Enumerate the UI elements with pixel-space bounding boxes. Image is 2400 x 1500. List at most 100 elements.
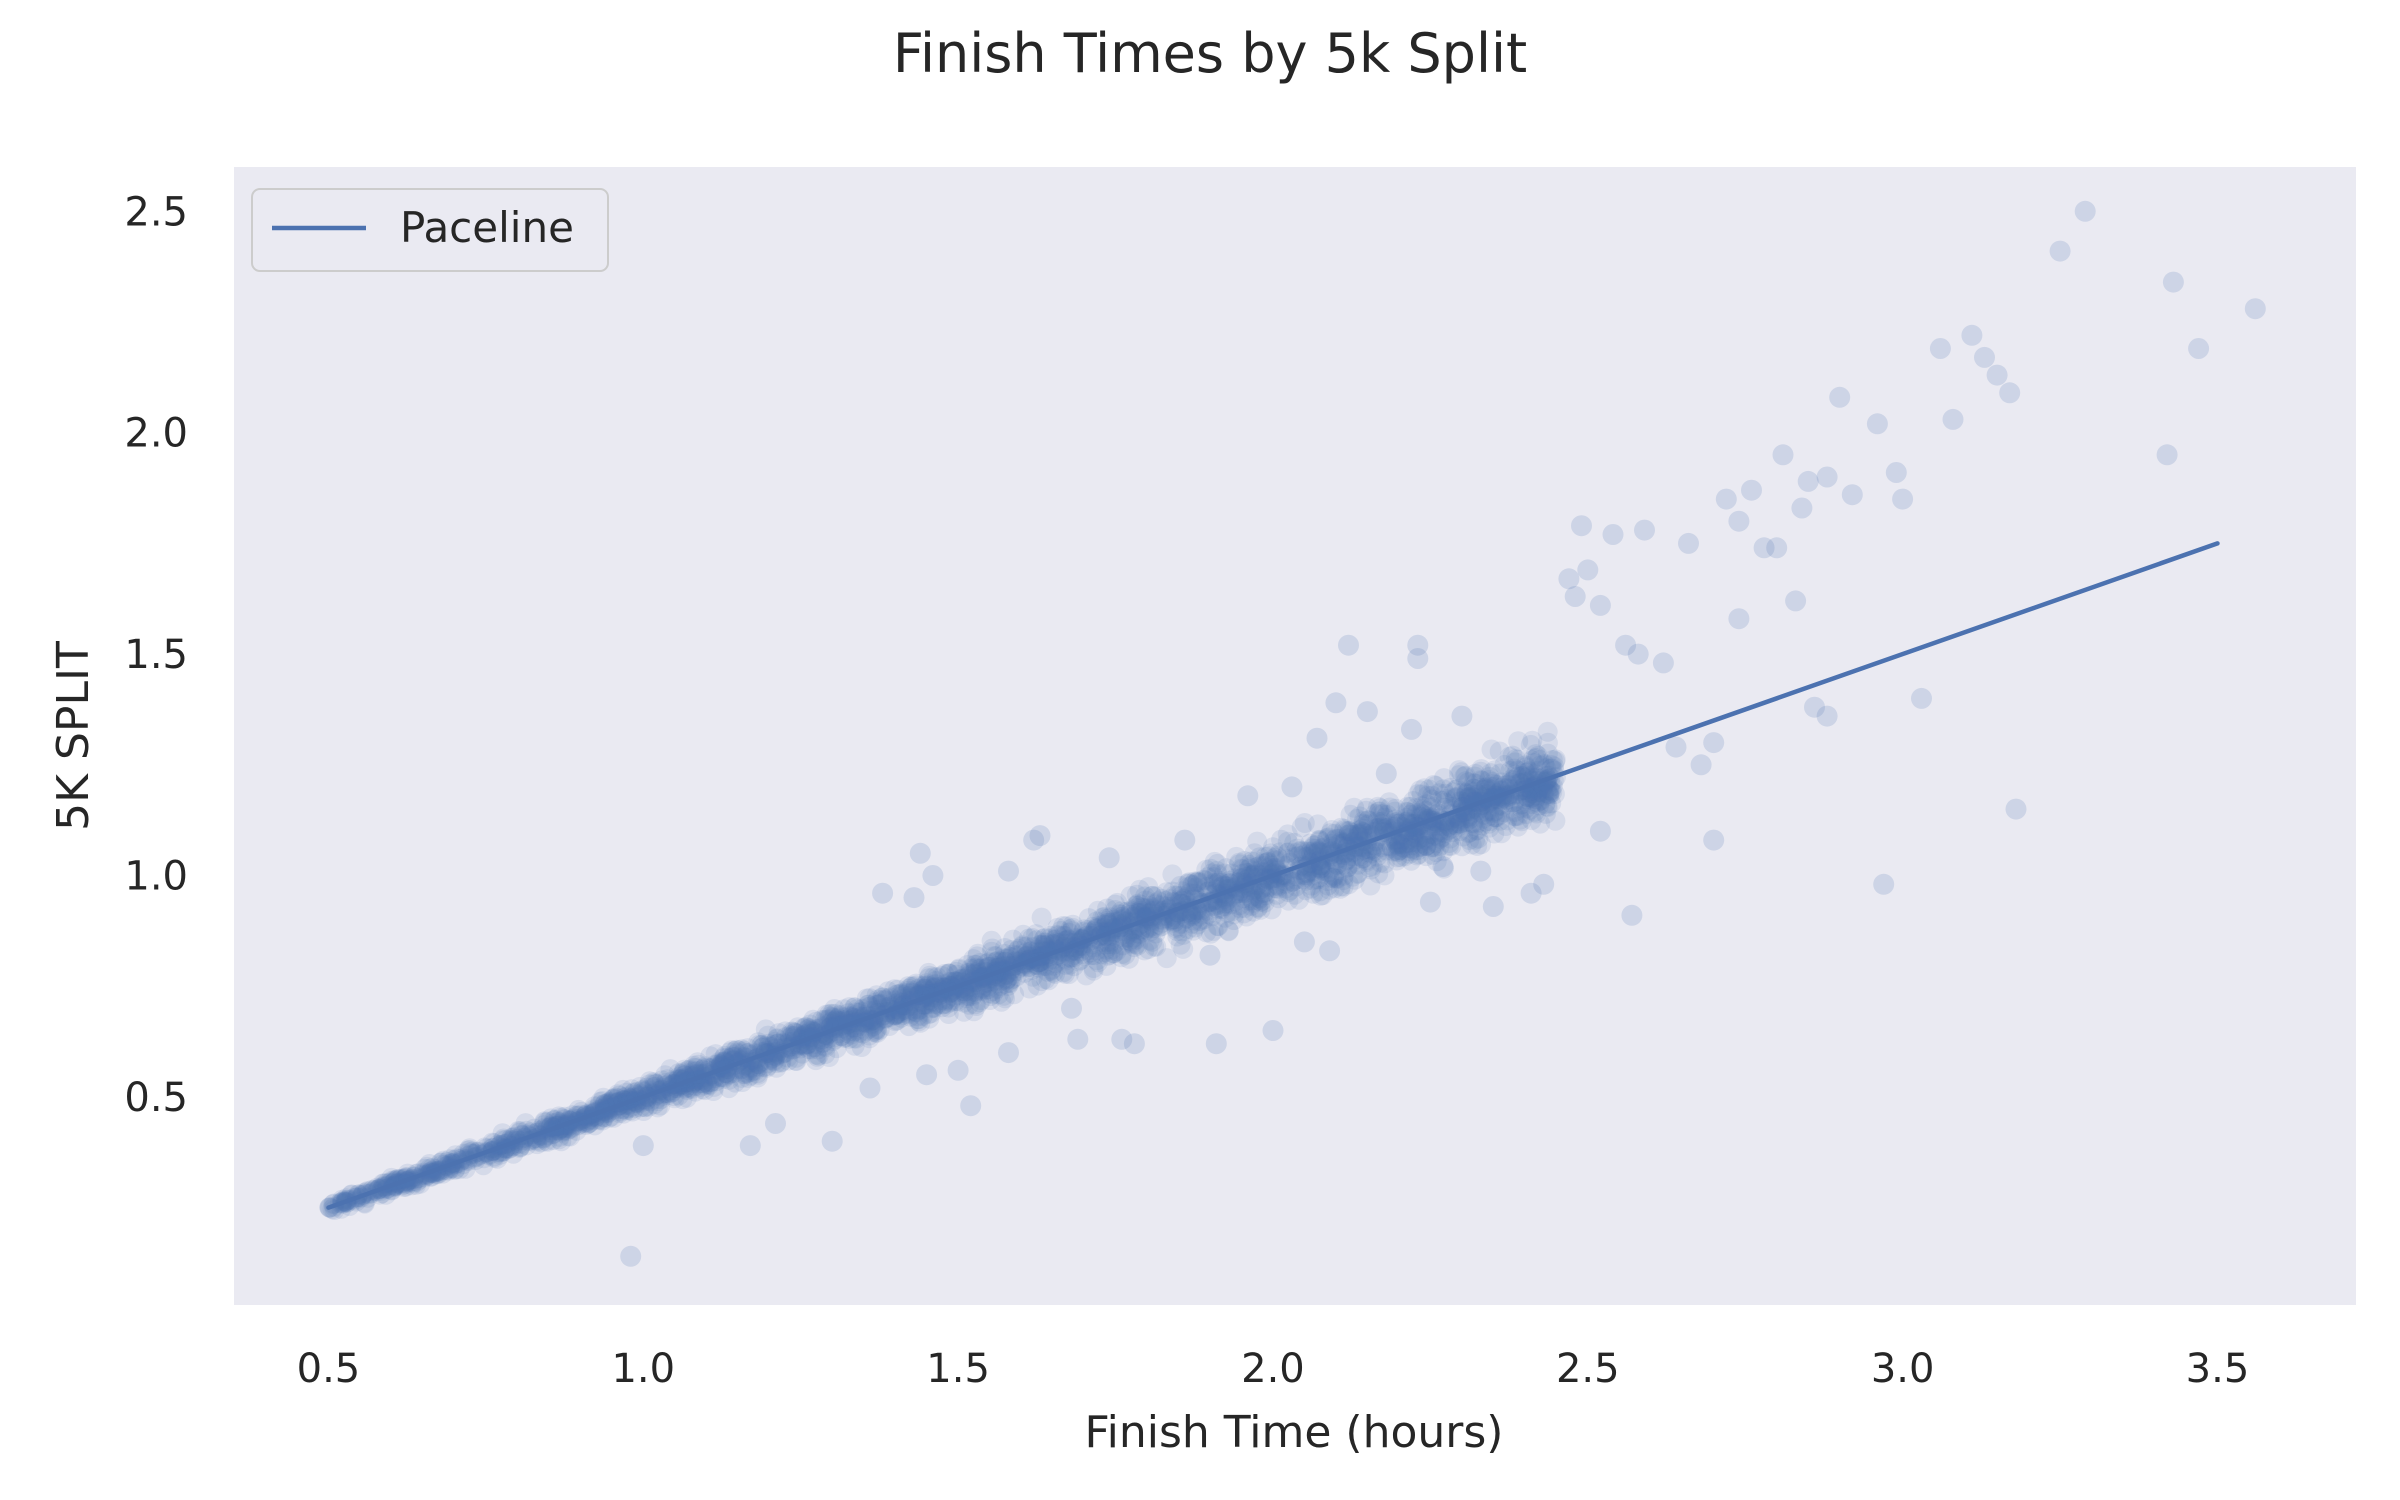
- scatter-point: [1398, 838, 1419, 859]
- scatter-point: [1424, 837, 1445, 858]
- scatter-point: [959, 982, 980, 1003]
- paceline-series-line: [326, 541, 2220, 1210]
- scatter-point: [1369, 818, 1389, 839]
- scatter-point: [1445, 788, 1466, 809]
- scatter-point: [917, 976, 938, 997]
- scatter-point: [1306, 727, 1328, 749]
- scatter-point: [1100, 944, 1121, 965]
- scatter-point: [1055, 950, 1076, 971]
- scatter-point: [1309, 831, 1330, 852]
- scatter-point: [1159, 889, 1180, 910]
- scatter-point: [1503, 792, 1524, 813]
- scatter-point: [988, 984, 1009, 1005]
- scatter-point: [1233, 888, 1254, 909]
- scatter-point: [1221, 863, 1242, 884]
- scatter-point: [965, 958, 986, 979]
- scatter-point: [1206, 860, 1227, 881]
- scatter-point: [1186, 877, 1207, 898]
- scatter-point: [1061, 921, 1082, 942]
- scatter-point: [1036, 956, 1057, 977]
- scatter-point: [748, 1064, 769, 1085]
- scatter-point: [1136, 919, 1157, 940]
- x-tick-label: 3.0: [1871, 1346, 1935, 1392]
- scatter-point: [1333, 870, 1354, 891]
- scatter-point: [1449, 809, 1469, 830]
- scatter-point: [996, 970, 1017, 991]
- scatter-point: [1310, 885, 1331, 906]
- scatter-point: [1522, 730, 1543, 751]
- scatter-point: [939, 963, 959, 984]
- scatter-point: [1176, 908, 1197, 929]
- scatter-point: [1353, 814, 1374, 835]
- scatter-point: [1468, 812, 1489, 833]
- scatter-point: [1120, 900, 1141, 921]
- scatter-point: [1406, 831, 1427, 852]
- scatter-point: [1179, 873, 1200, 894]
- scatter-point: [1160, 910, 1181, 931]
- scatter-point: [923, 997, 944, 1018]
- scatter-point: [1374, 807, 1395, 828]
- scatter-point: [1539, 780, 1560, 801]
- scatter-point: [898, 1004, 919, 1025]
- scatter-point: [1475, 811, 1496, 832]
- scatter-point: [1892, 488, 1914, 510]
- scatter-point: [1126, 895, 1147, 916]
- scatter-point: [1087, 916, 1108, 937]
- scatter-point: [1023, 937, 1043, 957]
- scatter-point: [1254, 892, 1275, 913]
- scatter-point: [1257, 852, 1278, 873]
- scatter-point: [945, 991, 966, 1012]
- scatter-point: [1469, 778, 1490, 798]
- scatter-point: [1302, 838, 1323, 859]
- scatter-point: [1281, 871, 1302, 892]
- scatter-point: [805, 1037, 826, 1058]
- scatter-point: [872, 990, 893, 1010]
- scatter-point: [1145, 923, 1166, 944]
- scatter-point: [1539, 784, 1559, 804]
- scatter-point: [1516, 798, 1536, 819]
- scatter-point: [1318, 827, 1339, 848]
- scatter-point: [1504, 806, 1525, 827]
- scatter-point: [1439, 815, 1459, 836]
- scatter-point: [1300, 833, 1321, 854]
- scatter-point: [867, 989, 888, 1010]
- scatter-point: [673, 1062, 694, 1083]
- scatter-point: [1140, 896, 1161, 917]
- scatter-point: [987, 950, 1008, 971]
- scatter-point: [1016, 942, 1037, 963]
- scatter-point: [1521, 810, 1542, 831]
- scatter-point: [926, 970, 946, 991]
- scatter-point: [1103, 943, 1124, 964]
- scatter-point: [1111, 901, 1132, 922]
- scatter-point: [1401, 718, 1422, 740]
- scatter-point: [1442, 818, 1463, 839]
- scatter-point: [1187, 871, 1208, 892]
- scatter-point: [1080, 942, 1101, 963]
- scatter-point: [1367, 817, 1388, 838]
- scatter-point: [1535, 803, 1556, 824]
- scatter-point: [1481, 739, 1502, 760]
- scatter-point: [786, 1047, 807, 1068]
- scatter-point: [757, 1056, 778, 1077]
- scatter-point: [1053, 916, 1074, 936]
- scatter-point: [986, 946, 1006, 967]
- scatter-point: [859, 1025, 880, 1046]
- scatter-point: [1205, 895, 1226, 916]
- scatter-point: [747, 1067, 768, 1088]
- scatter-point: [1439, 816, 1459, 837]
- scatter-point: [1507, 766, 1528, 787]
- scatter-point: [1142, 931, 1163, 952]
- scatter-point: [644, 1094, 665, 1115]
- scatter-point: [946, 961, 967, 982]
- scatter-point: [910, 1012, 931, 1033]
- scatter-point: [1179, 872, 1200, 893]
- scatter-point: [1421, 837, 1442, 858]
- scatter-point: [693, 1075, 714, 1096]
- scatter-point: [823, 1031, 843, 1051]
- scatter-point: [1473, 779, 1494, 800]
- scatter-point: [1436, 789, 1457, 810]
- scatter-point: [1214, 896, 1235, 916]
- scatter-point: [1350, 824, 1370, 845]
- scatter-point: [1530, 755, 1551, 776]
- scatter-point: [536, 1130, 557, 1151]
